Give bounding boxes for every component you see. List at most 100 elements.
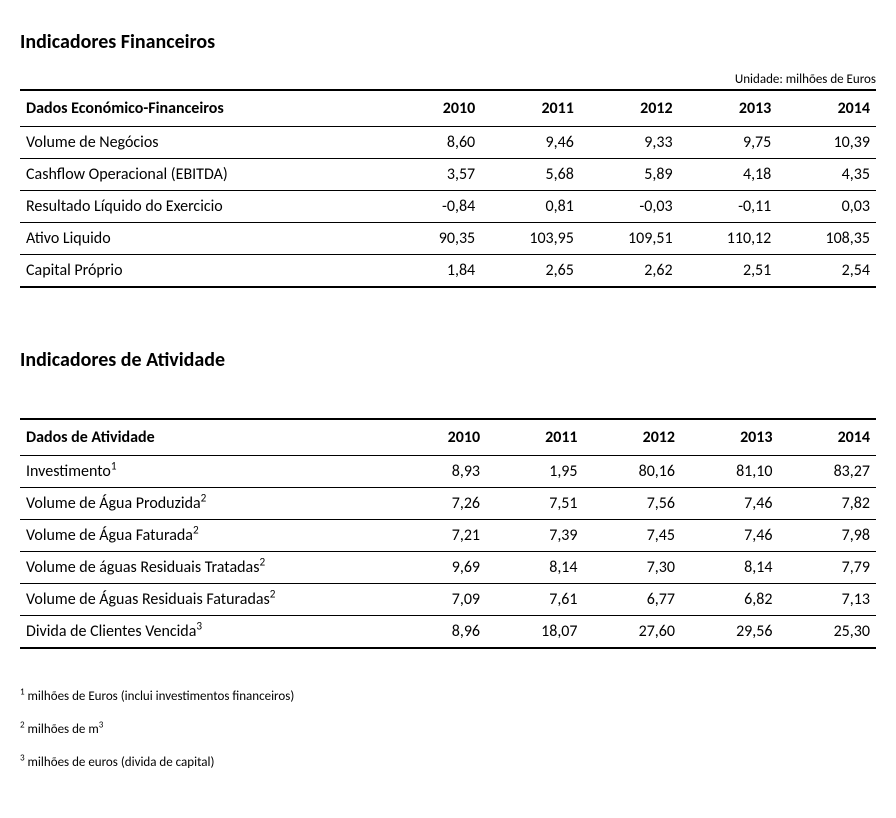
activity-year-1: 2011	[486, 419, 583, 456]
cell-value: 4,35	[777, 159, 876, 191]
row-label: Volume de Negócios	[20, 127, 397, 159]
cell-value: 1,84	[397, 255, 482, 288]
row-label: Volume de águas Residuais Tratadas2	[20, 552, 397, 584]
activity-year-2: 2012	[584, 419, 681, 456]
row-label: Ativo Liquido	[20, 223, 397, 255]
table-row: Ativo Liquido90,35103,95109,51110,12108,…	[20, 223, 876, 255]
cell-value: 27,60	[584, 616, 681, 649]
row-label: Volume de Água Faturada2	[20, 520, 397, 552]
cell-value: 2,65	[481, 255, 580, 288]
cell-value: 7,82	[779, 488, 877, 520]
cell-value: 108,35	[777, 223, 876, 255]
cell-value: 18,07	[486, 616, 583, 649]
table-row: Volume de Água Faturada27,217,397,457,46…	[20, 520, 876, 552]
cell-value: 83,27	[779, 456, 877, 488]
footnotes: 1 milhões de Euros (inclui investimentos…	[20, 689, 876, 770]
table-row: Resultado Líquido do Exercicio-0,840,81-…	[20, 191, 876, 223]
table-row: Volume de Água Produzida27,267,517,567,4…	[20, 488, 876, 520]
cell-value: 25,30	[779, 616, 877, 649]
cell-value: 81,10	[681, 456, 778, 488]
financial-header-label: Dados Económico-Financeiros	[20, 90, 397, 127]
cell-value: 5,89	[580, 159, 679, 191]
row-label: Cashflow Operacional (EBITDA)	[20, 159, 397, 191]
section2-title: Indicadores de Atividade	[20, 348, 876, 372]
activity-header-row: Dados de Atividade 2010 2011 2012 2013 2…	[20, 419, 876, 456]
cell-value: 3,57	[397, 159, 482, 191]
table-row: Volume de Negócios8,609,469,339,7510,39	[20, 127, 876, 159]
cell-value: -0,03	[580, 191, 679, 223]
cell-value: 8,14	[486, 552, 583, 584]
row-label: Volume de Água Produzida2	[20, 488, 397, 520]
cell-value: -0,84	[397, 191, 482, 223]
cell-value: 9,69	[397, 552, 486, 584]
activity-table: Dados de Atividade 2010 2011 2012 2013 2…	[20, 418, 876, 649]
financial-table: Dados Económico-Financeiros 2010 2011 20…	[20, 89, 876, 288]
table-row: Investimento18,931,9580,1681,1083,27	[20, 456, 876, 488]
cell-value: 7,45	[584, 520, 681, 552]
cell-value: 2,62	[580, 255, 679, 288]
financial-year-1: 2011	[481, 90, 580, 127]
cell-value: 9,75	[679, 127, 778, 159]
cell-value: 6,82	[681, 584, 778, 616]
cell-value: -0,11	[679, 191, 778, 223]
cell-value: 7,56	[584, 488, 681, 520]
table-row: Cashflow Operacional (EBITDA)3,575,685,8…	[20, 159, 876, 191]
cell-value: 1,95	[486, 456, 583, 488]
cell-value: 8,60	[397, 127, 482, 159]
cell-value: 29,56	[681, 616, 778, 649]
cell-value: 90,35	[397, 223, 482, 255]
row-label: Capital Próprio	[20, 255, 397, 288]
cell-value: 7,51	[486, 488, 583, 520]
financial-year-2: 2012	[580, 90, 679, 127]
footnote: 2 milhões de m3	[20, 722, 876, 737]
row-label: Divida de Clientes Vencida3	[20, 616, 397, 649]
row-label: Volume de Águas Residuais Faturadas2	[20, 584, 397, 616]
cell-value: 2,51	[679, 255, 778, 288]
table-row: Capital Próprio1,842,652,622,512,54	[20, 255, 876, 288]
cell-value: 8,93	[397, 456, 486, 488]
cell-value: 7,13	[779, 584, 877, 616]
activity-header-label: Dados de Atividade	[20, 419, 397, 456]
footnote: 1 milhões de Euros (inclui investimentos…	[20, 689, 876, 704]
cell-value: 5,68	[481, 159, 580, 191]
cell-value: 109,51	[580, 223, 679, 255]
section1-title: Indicadores Financeiros	[20, 30, 876, 54]
financial-year-0: 2010	[397, 90, 482, 127]
cell-value: 7,30	[584, 552, 681, 584]
footnote: 3 milhões de euros (divida de capital)	[20, 755, 876, 770]
table-row: Divida de Clientes Vencida38,9618,0727,6…	[20, 616, 876, 649]
cell-value: 103,95	[481, 223, 580, 255]
cell-value: 7,09	[397, 584, 486, 616]
activity-year-0: 2010	[397, 419, 486, 456]
cell-value: 7,21	[397, 520, 486, 552]
cell-value: 9,46	[481, 127, 580, 159]
financial-year-4: 2014	[777, 90, 876, 127]
cell-value: 0,03	[777, 191, 876, 223]
cell-value: 7,39	[486, 520, 583, 552]
cell-value: 8,96	[397, 616, 486, 649]
cell-value: 7,61	[486, 584, 583, 616]
cell-value: 4,18	[679, 159, 778, 191]
financial-year-3: 2013	[679, 90, 778, 127]
activity-year-4: 2014	[779, 419, 877, 456]
section1-unit: Unidade: milhões de Euros	[20, 72, 876, 87]
table-row: Volume de águas Residuais Tratadas29,698…	[20, 552, 876, 584]
financial-header-row: Dados Económico-Financeiros 2010 2011 20…	[20, 90, 876, 127]
cell-value: 7,79	[779, 552, 877, 584]
row-label: Investimento1	[20, 456, 397, 488]
activity-year-3: 2013	[681, 419, 778, 456]
cell-value: 7,26	[397, 488, 486, 520]
cell-value: 6,77	[584, 584, 681, 616]
cell-value: 7,98	[779, 520, 877, 552]
cell-value: 110,12	[679, 223, 778, 255]
row-label: Resultado Líquido do Exercicio	[20, 191, 397, 223]
cell-value: 9,33	[580, 127, 679, 159]
cell-value: 2,54	[777, 255, 876, 288]
cell-value: 7,46	[681, 520, 778, 552]
cell-value: 10,39	[777, 127, 876, 159]
cell-value: 8,14	[681, 552, 778, 584]
cell-value: 7,46	[681, 488, 778, 520]
cell-value: 80,16	[584, 456, 681, 488]
cell-value: 0,81	[481, 191, 580, 223]
table-row: Volume de Águas Residuais Faturadas27,09…	[20, 584, 876, 616]
